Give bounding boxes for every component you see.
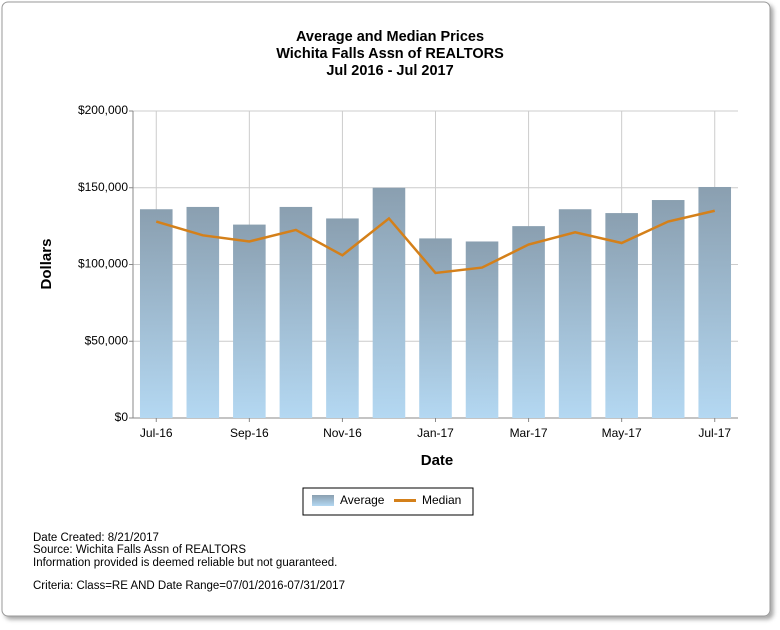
- x-tick-label: Jul-17: [698, 426, 731, 440]
- note: Source: Wichita Falls Assn of REALTORS: [33, 544, 246, 556]
- bar: [651, 200, 685, 418]
- note: Criteria: Class=RE AND Date Range=07/01/…: [33, 580, 345, 592]
- bar: [372, 187, 406, 418]
- bar: [233, 224, 266, 418]
- subtitle: Wichita Falls Assn of REALTORS: [276, 46, 504, 62]
- y-tick-label: $200,000: [78, 103, 128, 117]
- bar: [326, 218, 359, 418]
- bar: [605, 213, 638, 418]
- bar: [698, 186, 732, 418]
- legend-swatch: [312, 495, 334, 506]
- bar: [558, 209, 592, 418]
- y-axis-title: Dollars: [38, 239, 55, 290]
- x-tick-label: Jul-16: [140, 426, 173, 440]
- x-tick-label: May-17: [602, 426, 642, 440]
- line: [155, 209, 716, 275]
- bar: [465, 241, 499, 418]
- note: Date Created: 8/21/2017: [33, 532, 159, 544]
- title: Average and Median Prices: [296, 29, 484, 45]
- x-axis-title: Date: [421, 452, 454, 469]
- legend-label: Average: [340, 493, 385, 507]
- x-tick-label: Sep-16: [230, 426, 269, 440]
- bar: [419, 238, 452, 418]
- bar: [139, 209, 173, 418]
- bar: [186, 206, 220, 418]
- y-tick-label: $0: [115, 410, 129, 424]
- bar: [279, 206, 313, 418]
- y-tick-label: $100,000: [78, 257, 128, 271]
- y-tick-label: $150,000: [78, 180, 128, 194]
- y-tick-label: $50,000: [85, 333, 129, 347]
- x-tick-label: Mar-17: [510, 426, 548, 440]
- bar: [512, 226, 545, 418]
- x-tick-label: Jan-17: [417, 426, 454, 440]
- note: Information provided is deemed reliable …: [33, 557, 337, 569]
- subtitle: Jul 2016 - Jul 2017: [326, 63, 453, 79]
- x-tick-label: Nov-16: [323, 426, 362, 440]
- legend-label: Median: [422, 493, 461, 507]
